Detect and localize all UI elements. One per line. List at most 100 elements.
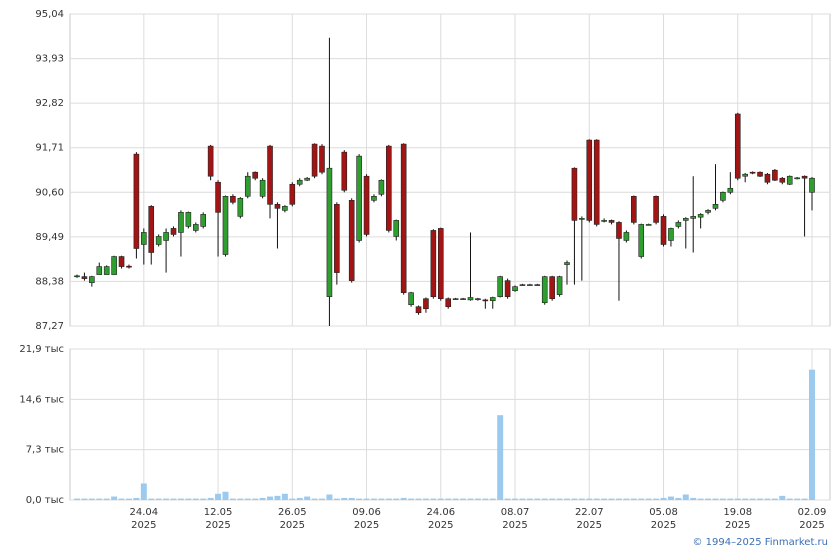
volume-bar [586, 498, 593, 500]
x-tick-label: 19.08 [723, 507, 752, 518]
candle-body [81, 276, 88, 279]
candle-body [786, 175, 793, 185]
x-tick-label: 2025 [205, 520, 230, 531]
candle-body [148, 206, 155, 253]
volume-bar [422, 498, 429, 500]
volume-bar [794, 498, 801, 500]
x-tick-label: 05.08 [649, 507, 678, 518]
candle-body [527, 284, 533, 286]
volume-bar [608, 498, 615, 500]
y-tick-label: 93,93 [35, 54, 64, 65]
volume-bar [274, 495, 281, 500]
candle-body [497, 276, 503, 297]
candle-body [334, 204, 340, 273]
volume-bar [96, 498, 103, 500]
volume-bar [638, 498, 645, 500]
candle-body [586, 139, 593, 221]
volume-bar [764, 498, 771, 500]
x-tick-label: 24.06 [426, 507, 455, 518]
candle-body [415, 306, 422, 314]
volume-bar [712, 498, 719, 500]
candle-body [653, 196, 659, 223]
candle-body [96, 266, 103, 275]
x-tick-label: 2025 [280, 520, 305, 531]
candle-body [579, 218, 585, 220]
volume-bar [326, 494, 333, 500]
volume-bar [378, 498, 385, 500]
candle-body [111, 256, 117, 275]
volume-bar [281, 493, 288, 500]
y-tick-label: 21,9 тыс [19, 344, 64, 355]
candle-body [244, 175, 251, 197]
volume-bar [445, 498, 452, 500]
volume-bar [192, 498, 199, 500]
volume-bar [667, 496, 674, 500]
volume-bar [385, 498, 392, 500]
candle-body [170, 228, 177, 235]
volume-bar [177, 498, 184, 500]
volume-bar [215, 493, 222, 500]
y-tick-label: 87,27 [35, 321, 64, 332]
volume-bar [415, 498, 422, 500]
volume-bar [430, 498, 437, 500]
candle-body [192, 224, 199, 231]
y-tick-label: 90,60 [35, 187, 64, 198]
candle-body [631, 196, 637, 223]
x-tick-label: 2025 [725, 520, 750, 531]
volume-bar [437, 498, 444, 500]
volume-bar [244, 498, 251, 500]
copyright[interactable]: © 1994–2025 Finmarket.ru [692, 537, 828, 548]
volume-bar [304, 496, 311, 500]
y-tick-label: 91,71 [35, 143, 64, 154]
volume-bar [705, 498, 712, 500]
y-tick-label: 92,82 [35, 98, 64, 109]
candle-body [430, 230, 437, 297]
volume-bar [400, 497, 407, 500]
volume-bar [556, 498, 563, 500]
candle-body [103, 266, 110, 275]
x-tick-label: 22.07 [575, 507, 604, 518]
candle-body [571, 167, 578, 221]
candle-body [393, 220, 400, 237]
candle-body [705, 210, 711, 213]
volume-bar [534, 498, 541, 500]
candle-body [489, 297, 496, 302]
y-tick-label: 0,0 тыс [26, 495, 64, 506]
volume-bar [578, 498, 585, 500]
candle-body [289, 183, 296, 205]
candle-body [794, 177, 800, 180]
x-tick-label: 2025 [799, 520, 824, 531]
candle-body [178, 212, 184, 233]
candle-body [133, 153, 140, 249]
volume-bar [519, 498, 526, 500]
candle-body [682, 218, 689, 221]
candle-body [207, 145, 214, 177]
x-tick-label: 2025 [131, 520, 156, 531]
candle-body [623, 232, 630, 241]
volume-bar [222, 491, 229, 500]
volume-bar [229, 498, 236, 500]
volume-bar [81, 498, 88, 500]
volume-bar [645, 498, 652, 500]
volume-bar [571, 498, 578, 500]
volume-bar [111, 496, 118, 500]
x-tick-label: 2025 [577, 520, 602, 531]
candle-body [408, 292, 414, 306]
candle-body [727, 187, 734, 193]
volume-bar [734, 498, 741, 500]
y-tick-label: 7,3 тыс [26, 445, 64, 456]
candle-body [564, 262, 570, 265]
candle-body [230, 196, 236, 203]
volume-bar [200, 498, 207, 500]
x-tick-label: 08.07 [501, 507, 530, 518]
volume-bar [259, 497, 266, 500]
candle-body [772, 169, 778, 181]
volume-bar [526, 498, 533, 500]
candle-body [341, 151, 348, 191]
volume-bar [118, 498, 125, 500]
candle-body [809, 177, 815, 193]
y-tick-label: 14,6 тыс [19, 394, 64, 405]
volume-bar [675, 497, 682, 500]
volume-bar [252, 498, 259, 500]
